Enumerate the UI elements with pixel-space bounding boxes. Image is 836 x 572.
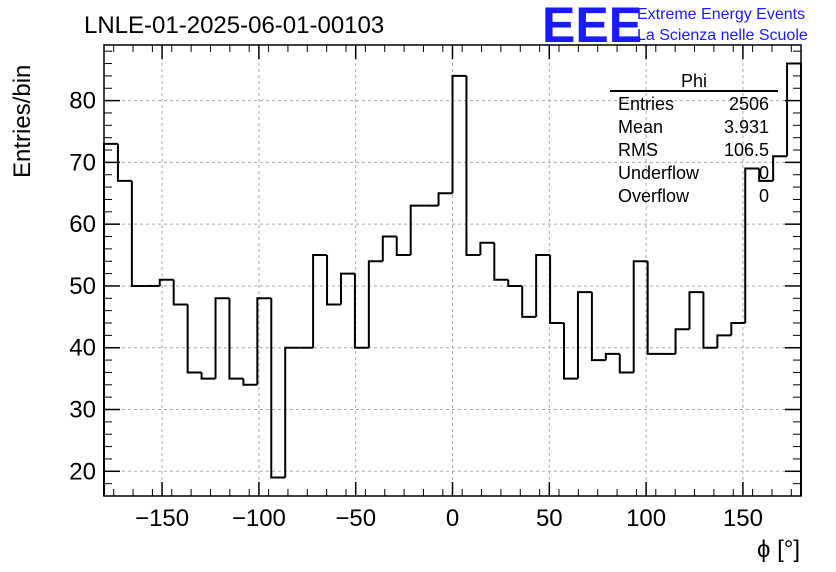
histogram-bin	[730, 322, 746, 336]
logo-line-2: La Scienza nelle Scuole	[637, 27, 808, 44]
histogram-bin	[437, 192, 453, 206]
x-tick-label: 100	[626, 505, 666, 532]
histogram-bin	[521, 285, 537, 318]
histogram-bin	[507, 279, 523, 287]
histogram-bin	[339, 272, 355, 305]
histogram-bin	[549, 255, 565, 325]
histogram-bin	[256, 297, 272, 385]
histogram-bin	[270, 298, 286, 479]
histogram-bin	[674, 328, 690, 354]
stats-box-rows: Entries 2506 Mean 3.931 RMS 106.5 Underflow 0 Ov…	[618, 94, 769, 206]
y-tick-label: 80	[69, 88, 96, 115]
histogram-bin	[493, 242, 509, 281]
histogram-bin	[535, 254, 551, 317]
histogram-bin	[409, 204, 425, 256]
y-tick-label: 50	[69, 273, 96, 300]
histogram-bin	[590, 292, 606, 362]
stats-box-name: Phi	[681, 71, 707, 91]
histogram-bin	[563, 323, 578, 380]
x-tick-label: 0	[446, 505, 459, 532]
histogram-bin	[632, 260, 648, 373]
x-tick-label: 150	[723, 505, 763, 532]
histogram-bin	[688, 291, 704, 330]
histogram-bin	[479, 241, 495, 256]
x-tick-label: 50	[536, 505, 563, 532]
histogram-bin	[326, 255, 341, 306]
y-axis-label: Entries/bin	[9, 65, 36, 178]
histogram-bin	[353, 273, 369, 349]
stats-box: Phi Entries 2506 Mean 3.931 RMS 106.5 Underflo…	[610, 71, 778, 206]
histogram-bin	[576, 291, 592, 379]
histogram-bin	[465, 75, 481, 257]
stats-row-label: Mean	[618, 117, 663, 137]
x-tick-label: −50	[335, 505, 376, 532]
histogram-bin	[381, 235, 397, 262]
histogram-bin	[618, 353, 634, 374]
histogram-bin	[646, 261, 662, 355]
x-axis-label: ϕ [°]	[757, 536, 800, 563]
stats-row-value: 0	[759, 163, 769, 183]
histogram-bin	[130, 180, 146, 287]
histogram-bin	[395, 236, 411, 257]
histogram-bin	[284, 346, 300, 478]
stats-row-label: Entries	[618, 94, 674, 114]
y-tick-label: 60	[69, 211, 96, 238]
x-tick-label: −150	[135, 505, 189, 532]
histogram-bin	[786, 62, 802, 496]
stats-row-value: 0	[759, 186, 769, 206]
logo-line-1: Extreme Energy Events	[637, 6, 805, 23]
histogram-bin	[451, 74, 467, 194]
histogram-bin	[702, 292, 718, 349]
histogram-bin	[312, 254, 328, 348]
stats-row-value: 3.931	[724, 117, 769, 137]
eee-logo: EEE Extreme Energy Events La Scienza nel…	[542, 0, 808, 53]
histogram-bin	[172, 279, 188, 306]
histogram-bin	[186, 304, 202, 374]
histogram-bin	[758, 168, 774, 182]
stats-row-value: 2506	[729, 94, 769, 114]
stats-row-value: 106.5	[724, 140, 769, 160]
histogram-bin	[228, 298, 244, 380]
stats-row-label: Overflow	[618, 186, 690, 206]
stats-row-label: RMS	[618, 140, 658, 160]
x-tick-label: −100	[232, 505, 286, 532]
histogram-bin	[716, 334, 732, 348]
y-tick-label: 40	[69, 335, 96, 362]
y-tick-label: 70	[69, 149, 96, 176]
y-tick-label: 30	[69, 397, 96, 424]
histogram-bin	[214, 297, 230, 379]
histogram-bin	[158, 278, 174, 286]
histogram-bin	[367, 260, 383, 348]
axis-ticks: −150 −100 −50 0 50 100 150 20 30 40 50 60 70 80	[69, 45, 801, 532]
histogram-bin	[242, 378, 258, 386]
histogram-bin	[744, 167, 760, 324]
histogram-bin	[772, 155, 788, 181]
histogram-bin	[116, 143, 132, 182]
logo-mark: EEE	[542, 0, 642, 53]
histogram-bin	[103, 142, 118, 496]
page-title: LNLE-01-2025-06-01-00103	[84, 12, 384, 39]
y-tick-label: 20	[69, 458, 96, 485]
histogram-bin	[200, 372, 216, 380]
histogram-bin	[604, 352, 620, 361]
stats-row-label: Underflow	[618, 163, 700, 183]
